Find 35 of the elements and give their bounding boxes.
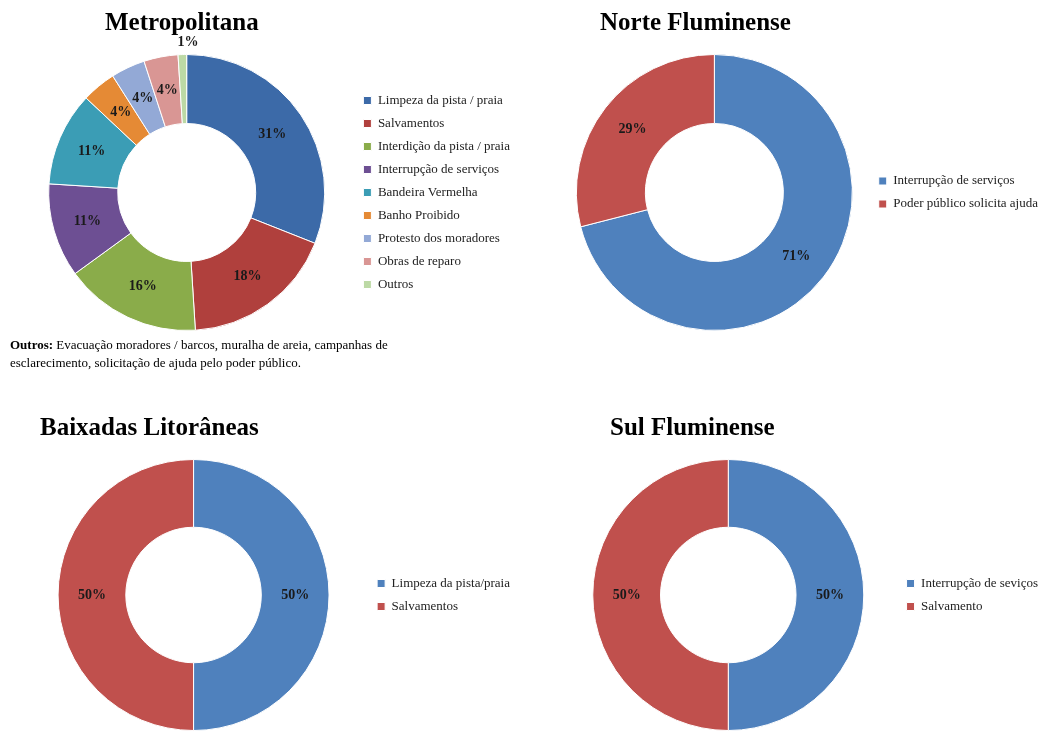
data-label: 31%	[258, 125, 287, 141]
legend-label: Salvamentos	[391, 597, 459, 613]
data-label: 16%	[128, 277, 157, 293]
data-label: 4%	[156, 82, 178, 98]
legend-label: Interrupção de seviços	[921, 574, 1038, 590]
legend-label: Bandeira Vermelha	[377, 183, 478, 199]
data-label: 4%	[132, 90, 154, 106]
data-label: 50%	[815, 586, 844, 602]
data-label: 50%	[77, 586, 106, 602]
data-label: 11%	[73, 212, 101, 228]
legend-label: Salvamentos	[377, 114, 445, 130]
text: Outros: Evacuação moradores / barcos, muralha de areia, campanhas de esclarecimento, solicitação de ajuda pelo poder público.	[10, 336, 389, 372]
legend-label: Limpeza da pista/praia	[391, 574, 511, 590]
legend-label: Interrupção de serviços	[893, 172, 1015, 188]
data-label: 1%	[177, 34, 199, 50]
data-label: 18%	[233, 267, 262, 283]
legend-label: Protesto dos moradores	[377, 229, 500, 245]
legend-label: Banho Proibido	[377, 206, 460, 222]
legend-label: Poder público solicita ajuda	[893, 195, 1039, 211]
data-label: 29%	[618, 120, 647, 136]
chart-title: Baixadas Litorâneas	[39, 413, 260, 441]
legend-label: Outros	[377, 275, 414, 291]
chart-title: Sul Fluminense	[609, 413, 776, 441]
legend-label: Interdição da pista / praia	[377, 137, 511, 153]
data-label: 50%	[281, 586, 310, 602]
legend-label: Limpeza da pista / praia	[377, 91, 504, 107]
data-label: 71%	[782, 247, 811, 263]
legend-label: Interrupção de serviços	[377, 160, 500, 176]
legend-label: Salvamento	[921, 597, 983, 613]
data-label: 4%	[110, 104, 132, 120]
chart-title: Norte Fluminense	[599, 8, 792, 36]
legend-label: Obras de reparo	[377, 252, 461, 268]
chart-title: Metropolitana	[104, 8, 260, 36]
data-label: 11%	[78, 143, 106, 158]
data-label: 50%	[612, 586, 641, 602]
